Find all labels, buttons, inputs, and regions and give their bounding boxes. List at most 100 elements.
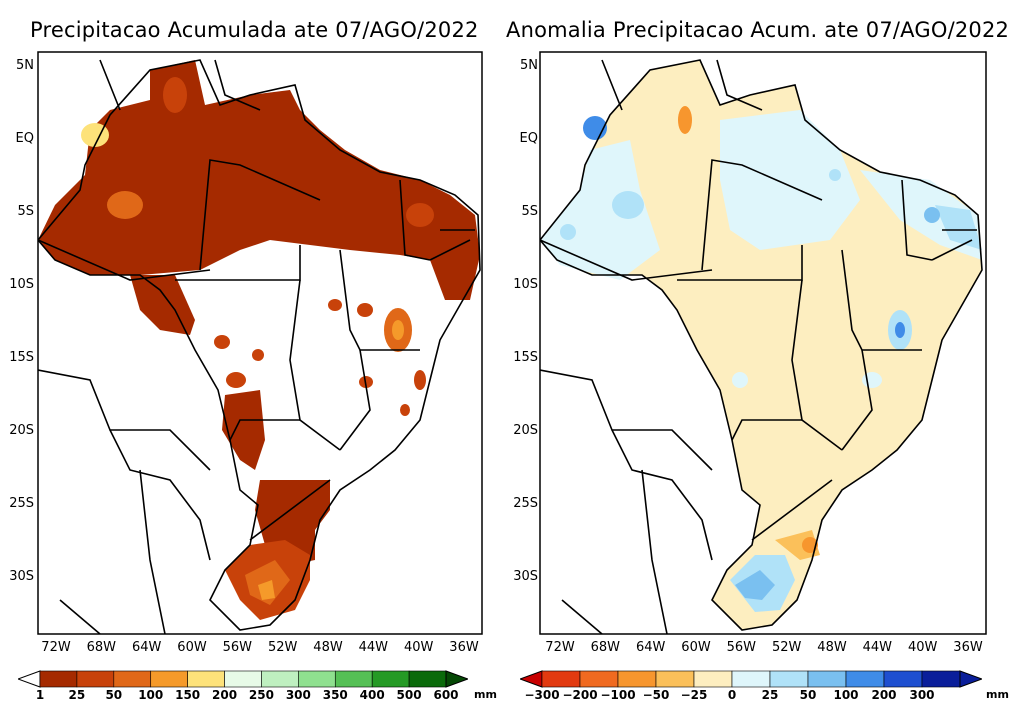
colorbar-tick-label: −300 — [524, 688, 560, 702]
precip-region-north — [38, 60, 480, 300]
colorbar-tick-label: 0 — [727, 688, 737, 702]
lon-tick-label: 68W — [590, 640, 621, 655]
lat-tick-label: 30S — [9, 569, 34, 584]
colorbar-segment — [150, 670, 188, 688]
colorbar-tick-label: 350 — [322, 688, 348, 702]
colorbar-segment — [371, 670, 410, 688]
colorbar-segment — [845, 670, 885, 688]
lon-tick-label: 68W — [86, 640, 117, 655]
colorbar-segment — [76, 670, 115, 688]
colorbar-tick-label: 300 — [909, 688, 935, 702]
lat-tick-label: 5N — [16, 58, 34, 73]
colorbar-tick-label: 600 — [433, 688, 459, 702]
colorbar-segment — [655, 670, 695, 688]
colorbar-tick-label: 250 — [248, 688, 274, 702]
colorbar-tick-label: 50 — [799, 688, 817, 702]
colorbar-segment — [693, 670, 733, 688]
anomaly-precip-map — [539, 51, 987, 635]
lon-tick-label: 40W — [403, 640, 434, 655]
colorbar-segment — [520, 670, 543, 688]
colorbar-tick-label: 150 — [175, 688, 201, 702]
lon-tick-label: 48W — [817, 640, 847, 655]
lat-tick-label: 30S — [513, 569, 538, 584]
colorbar-segment — [807, 670, 847, 688]
precip-region-central — [130, 275, 195, 335]
precip-region-south — [222, 390, 265, 470]
lat-tick-label: 20S — [9, 423, 34, 438]
colorbar-segment — [617, 670, 657, 688]
colorbar-tick-label: 100 — [833, 688, 859, 702]
lon-tick-label: 44W — [862, 640, 893, 655]
left-map-title: Precipitacao Acumulada ate 07/AGO/2022 — [30, 18, 479, 42]
lon-tick-label: 56W — [726, 640, 757, 655]
colorbar-tick-label: 300 — [285, 688, 311, 702]
lon-tick-label: 60W — [681, 640, 711, 655]
colorbar-tick-label: 25 — [68, 688, 86, 702]
lat-tick-label: 5N — [520, 58, 538, 73]
colorbar-segment — [39, 670, 78, 688]
colorbar-segment — [921, 670, 961, 688]
lon-tick-label: 60W — [177, 640, 207, 655]
accumulated-colorbar — [18, 670, 468, 688]
colorbar-segment — [408, 670, 447, 688]
lon-tick-label: 56W — [222, 640, 253, 655]
lat-tick-label: 25S — [513, 496, 538, 511]
colorbar-tick-label: 200 — [871, 688, 897, 702]
boundaries — [540, 59, 983, 634]
colorbar-tick-label: −25 — [680, 688, 708, 702]
lat-tick-label: 15S — [513, 350, 538, 365]
colorbar-segment — [883, 670, 923, 688]
colorbar-segment — [334, 670, 373, 688]
colorbar-segment — [187, 670, 225, 688]
colorbar-tick-label: 400 — [359, 688, 385, 702]
lat-tick-label: 15S — [9, 350, 34, 365]
lat-tick-label: 10S — [9, 277, 34, 292]
lat-tick-label: 25S — [9, 496, 34, 511]
colorbar-segment — [541, 670, 581, 688]
colorbar-tick-label: 50 — [105, 688, 123, 702]
lat-tick-label: 10S — [513, 277, 538, 292]
colorbar-segment — [224, 670, 262, 688]
colorbar-tick-label: −50 — [642, 688, 670, 702]
colorbar-segment — [113, 670, 152, 688]
lon-tick-label: 72W — [545, 640, 575, 655]
lon-tick-label: 52W — [771, 640, 802, 655]
lon-tick-label: 36W — [953, 640, 983, 655]
colorbar-segment — [731, 670, 771, 688]
right-unit-label: mm — [986, 688, 1009, 701]
lat-tick-label: 20S — [513, 423, 538, 438]
colorbar-segment — [298, 670, 336, 688]
right-map-title: Anomalia Precipitacao Acum. ate 07/AGO/2… — [506, 18, 1010, 42]
accumulated-precip-map — [37, 51, 483, 635]
lat-tick-label: 5S — [521, 204, 538, 219]
lon-tick-label: 72W — [41, 640, 71, 655]
lon-tick-label: 52W — [267, 640, 298, 655]
colorbar-segment — [579, 670, 619, 688]
colorbar-tick-label: 200 — [212, 688, 238, 702]
colorbar-tick-label: 500 — [396, 688, 422, 702]
lon-tick-label: 40W — [907, 640, 938, 655]
accumulated-precip-panel: Precipitacao Acumulada ate 07/AGO/2022 — [0, 0, 500, 720]
colorbar-segment — [959, 670, 982, 688]
colorbar-segment — [18, 670, 41, 688]
left-unit-label: mm — [474, 688, 497, 701]
lat-tick-label: EQ — [15, 131, 34, 146]
lat-tick-label: EQ — [519, 131, 538, 146]
anomaly-region-brazil — [540, 60, 982, 630]
colorbar-tick-label: 25 — [761, 688, 779, 702]
colorbar-segment — [261, 670, 299, 688]
anomaly-colorbar — [520, 670, 982, 688]
lon-tick-label: 64W — [635, 640, 666, 655]
colorbar-tick-label: 100 — [138, 688, 164, 702]
colorbar-tick-label: 1 — [35, 688, 45, 702]
colorbar-tick-label: −100 — [600, 688, 636, 702]
colorbar-segment — [769, 670, 809, 688]
lon-tick-label: 44W — [358, 640, 389, 655]
boundaries — [38, 59, 481, 634]
lon-tick-label: 36W — [449, 640, 479, 655]
colorbar-tick-label: −200 — [562, 688, 598, 702]
anomaly-precip-panel: Anomalia Precipitacao Acum. ate 07/AGO/2… — [500, 0, 1024, 720]
lon-tick-label: 48W — [313, 640, 343, 655]
lon-tick-label: 64W — [131, 640, 162, 655]
colorbar-segment — [445, 670, 468, 688]
